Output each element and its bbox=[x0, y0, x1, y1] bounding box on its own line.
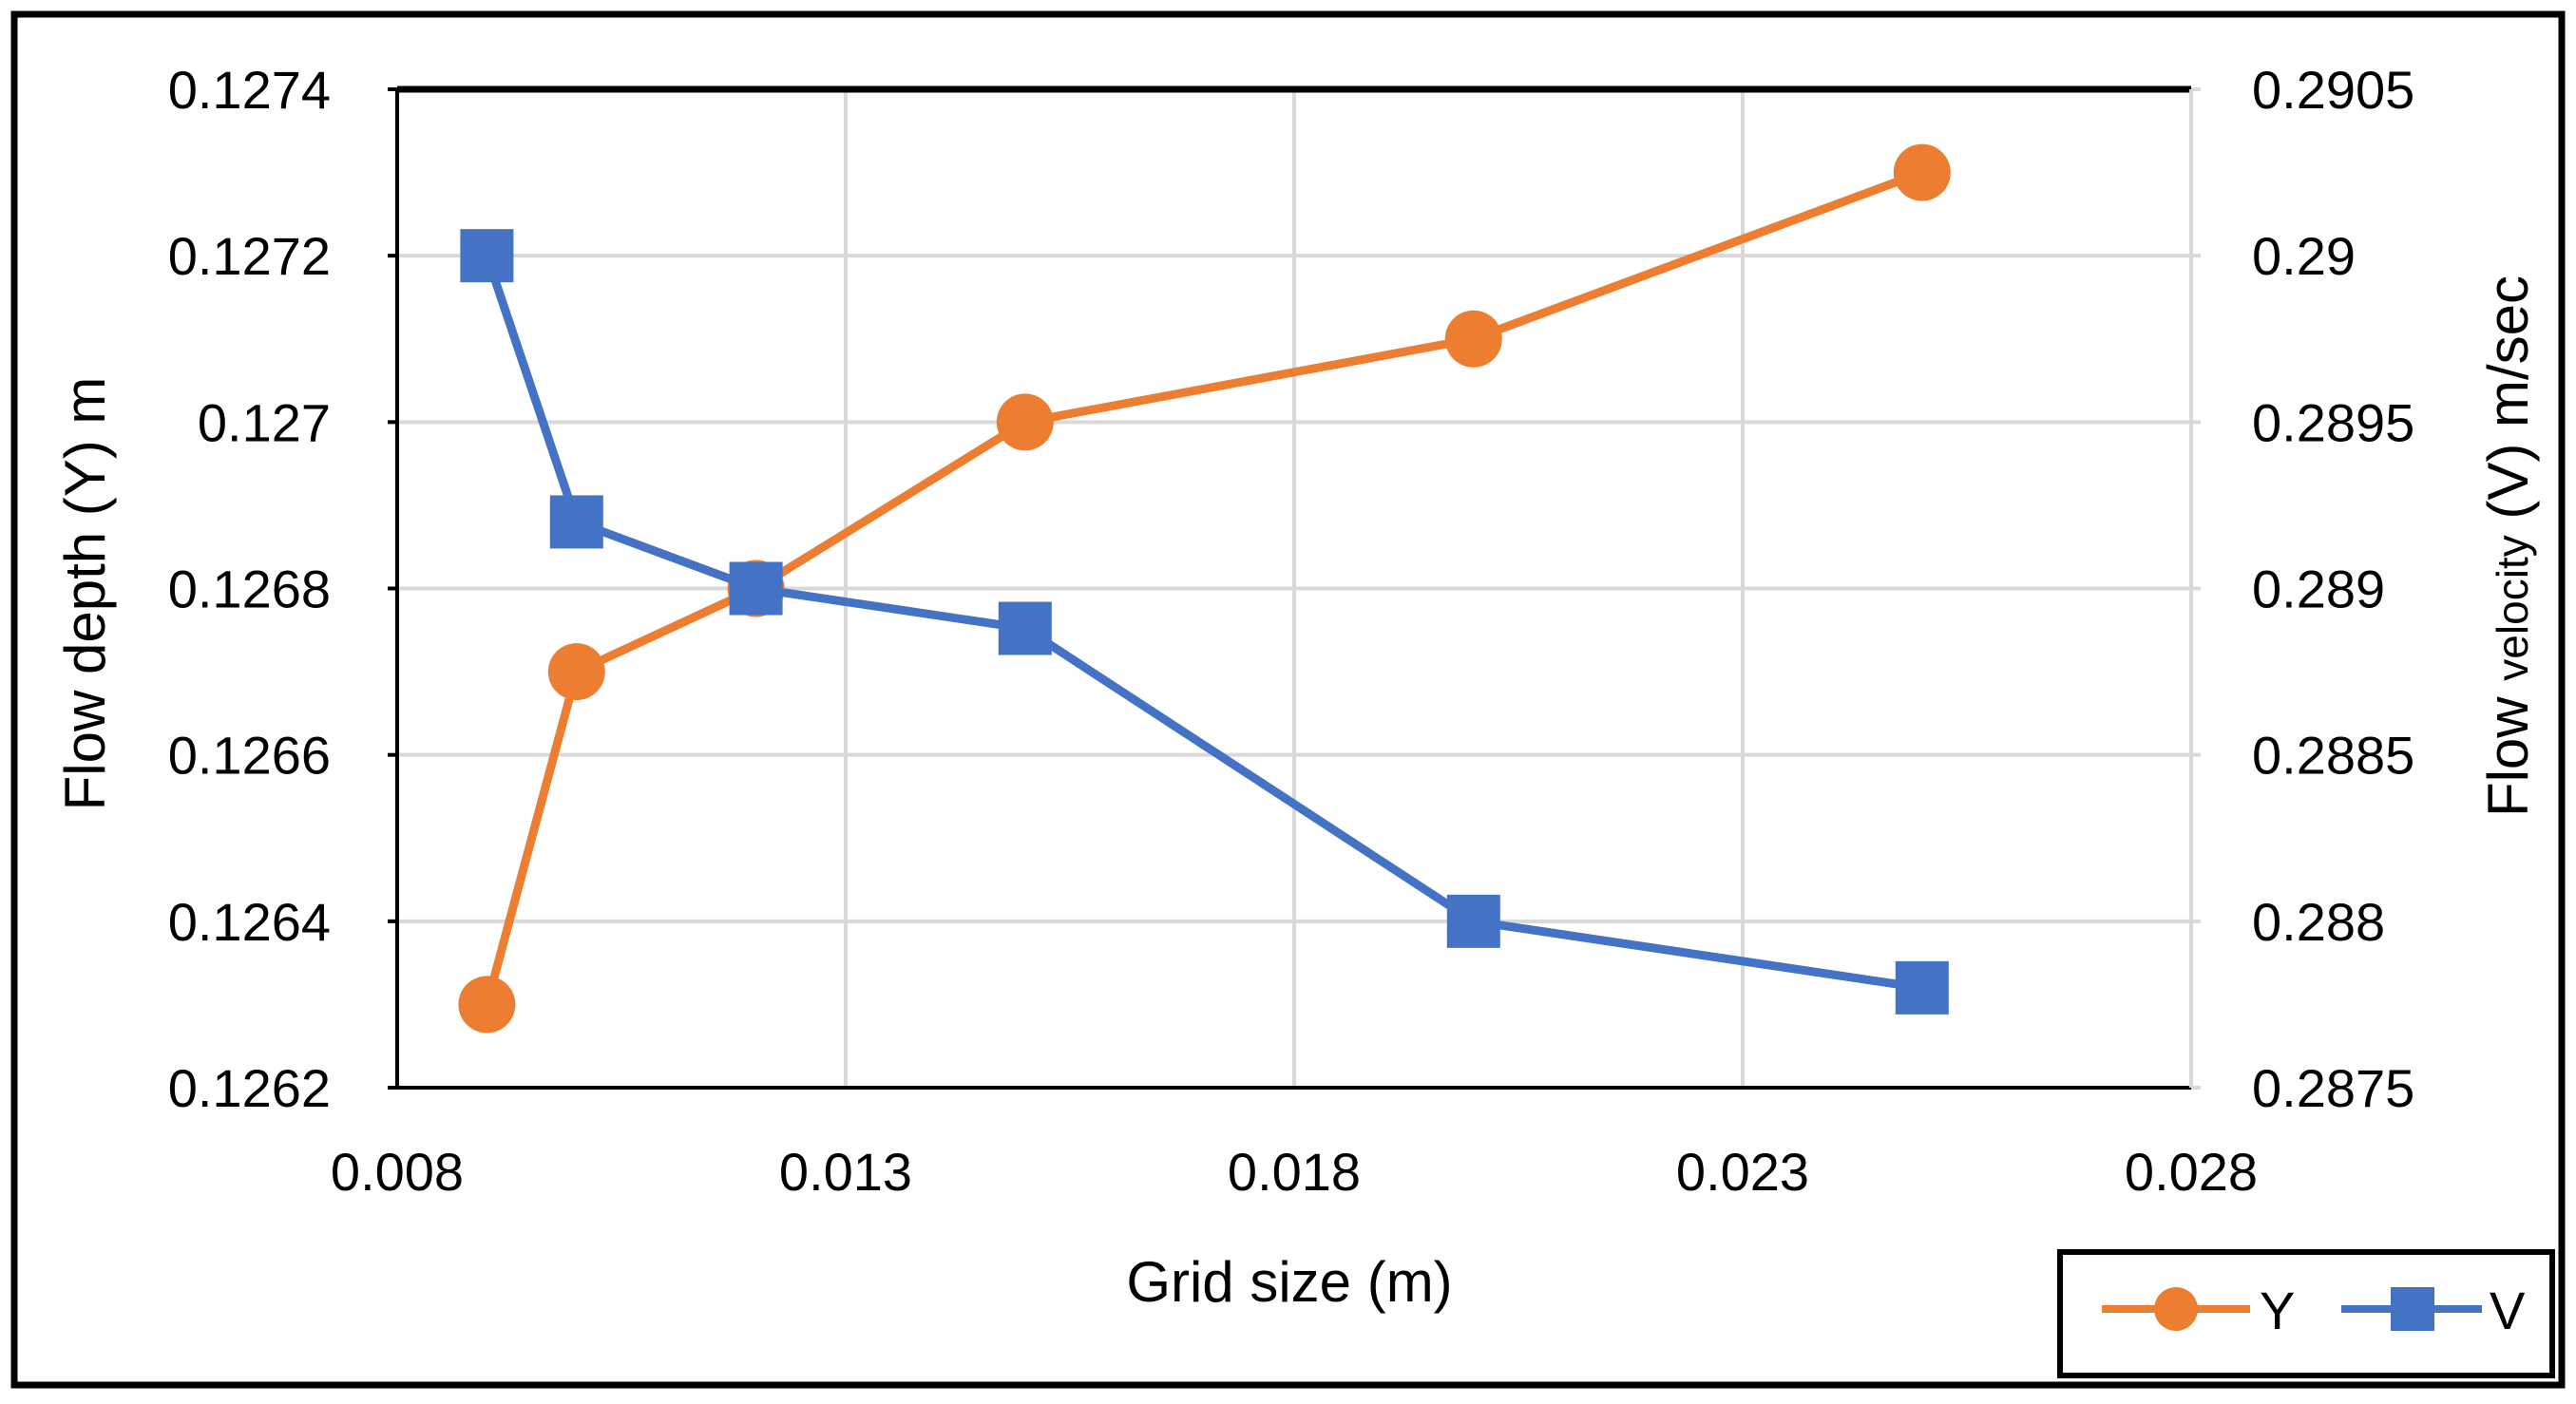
legend-box bbox=[2057, 1249, 2555, 1378]
x-tick-label: 0.008 bbox=[331, 1142, 464, 1202]
data-point-v bbox=[1446, 894, 1500, 948]
y-left-tick-label: 0.1274 bbox=[168, 60, 331, 120]
data-point-y bbox=[547, 643, 605, 701]
series-line-y bbox=[483, 168, 1924, 1006]
y-axis-right-title-part-2: velocity bbox=[2488, 535, 2537, 680]
tick-labels: 0.008 0.013 0.018 0.023 0.028 0.1262 0.1264 0.1… bbox=[168, 60, 2415, 1202]
series-line-v bbox=[483, 254, 1923, 993]
legend: Y V bbox=[2057, 1249, 2555, 1378]
y-left-tick-label: 0.1262 bbox=[168, 1058, 331, 1118]
data-point-y bbox=[996, 393, 1054, 451]
y-right-tick-label: 0.2895 bbox=[2252, 392, 2414, 452]
data-point-y bbox=[1893, 143, 1951, 201]
data-point-v bbox=[460, 229, 514, 283]
y-axis-right-title-part-3: (V) m/sec bbox=[2476, 275, 2540, 535]
y-axis-left-title: Flow depth (Y) m bbox=[53, 377, 117, 811]
y-right-tick-label: 0.2905 bbox=[2252, 60, 2414, 120]
y-right-tick-label: 0.288 bbox=[2252, 892, 2385, 952]
y-axis-right-title-part-1: Flow bbox=[2476, 681, 2540, 817]
legend-marker-v bbox=[2391, 1287, 2434, 1331]
data-point-v bbox=[998, 601, 1052, 655]
x-tick-label: 0.013 bbox=[779, 1142, 912, 1202]
y-right-tick-label: 0.289 bbox=[2252, 560, 2385, 619]
data-point-y bbox=[1444, 310, 1502, 368]
y-right-tick-label: 0.29 bbox=[2252, 226, 2356, 286]
axes bbox=[388, 85, 2201, 1090]
legend-marker-y bbox=[2154, 1287, 2198, 1331]
legend-label-y: Y bbox=[2260, 1281, 2295, 1340]
y-left-tick-label: 0.1266 bbox=[168, 726, 331, 786]
x-axis-title: Grid size (m) bbox=[1126, 1250, 1452, 1314]
x-tick-label: 0.023 bbox=[1676, 1142, 1809, 1202]
y-right-tick-label: 0.2875 bbox=[2252, 1058, 2414, 1118]
data-series bbox=[458, 143, 1951, 1034]
x-tick-label: 0.018 bbox=[1228, 1142, 1361, 1202]
outer-frame bbox=[10, 10, 2566, 1389]
legend-label-v: V bbox=[2490, 1281, 2526, 1340]
x-tick-label: 0.028 bbox=[2125, 1142, 2258, 1202]
data-point-y bbox=[458, 976, 516, 1034]
y-left-tick-label: 0.1268 bbox=[168, 560, 331, 619]
y-left-tick-label: 0.1264 bbox=[168, 892, 331, 952]
data-point-v bbox=[549, 495, 603, 549]
data-point-v bbox=[1895, 960, 1949, 1015]
data-point-v bbox=[729, 561, 783, 616]
y-left-tick-label: 0.127 bbox=[198, 392, 331, 452]
y-right-tick-label: 0.2885 bbox=[2252, 726, 2414, 786]
y-axis-right-title: Flow velocity (V) m/sec bbox=[2476, 275, 2540, 817]
y-left-tick-label: 0.1272 bbox=[168, 226, 331, 286]
